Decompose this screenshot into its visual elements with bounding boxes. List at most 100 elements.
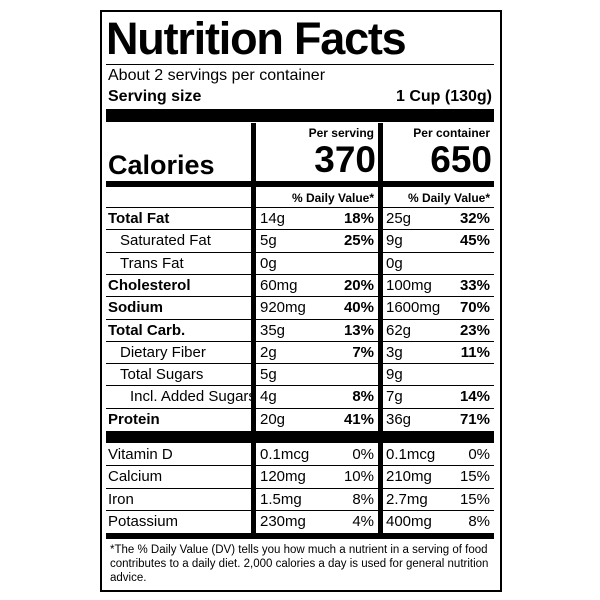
- amount: 0g: [386, 254, 403, 272]
- nutrient-name: Total Carb.: [108, 321, 186, 339]
- serving-size-value: 1 Cup (130g): [395, 88, 492, 105]
- rule: [106, 509, 494, 511]
- nutrient-name: Dietary Fiber: [120, 343, 206, 361]
- rule: [106, 385, 494, 387]
- amount: 400mg: [386, 512, 432, 530]
- daily-value: 18%: [343, 210, 374, 227]
- footnote: *The % Daily Value (DV) tells you how mu…: [110, 544, 489, 584]
- rule: [106, 340, 494, 342]
- daily-value: 32%: [459, 210, 490, 227]
- daily-value: 8%: [468, 512, 490, 530]
- amount: 120mg: [260, 468, 306, 486]
- daily-value: 0%: [468, 446, 490, 463]
- label-border: [100, 10, 502, 592]
- rule: [106, 273, 494, 275]
- daily-value: 4%: [352, 512, 374, 530]
- amount: 3g: [386, 343, 403, 361]
- amount: 230mg: [260, 512, 306, 530]
- amount: 9g: [386, 232, 403, 250]
- rule: [106, 229, 494, 231]
- medium-rule: [106, 181, 494, 187]
- nutrient-name: Trans Fat: [120, 254, 184, 272]
- nutrient-name: Calcium: [108, 468, 163, 486]
- rule: [106, 318, 494, 320]
- daily-value: 15%: [459, 468, 490, 486]
- column-header: Per container: [413, 126, 490, 140]
- daily-value: 8%: [352, 490, 374, 508]
- daily-value: 0%: [352, 446, 374, 463]
- daily-value: 15%: [459, 490, 490, 508]
- rule: [106, 465, 494, 467]
- daily-value: 13%: [343, 321, 374, 339]
- column-divider: [378, 123, 383, 533]
- amount: 2g: [260, 343, 277, 361]
- rule: [106, 296, 494, 298]
- serving-size-label: Serving size: [108, 88, 202, 105]
- nutrient-name: Iron: [108, 490, 134, 508]
- amount: 0.1mcg: [260, 446, 310, 463]
- amount: 25g: [386, 210, 412, 227]
- rule: [106, 207, 494, 208]
- amount: 1.5mg: [260, 490, 302, 508]
- daily-value: 40%: [343, 299, 374, 317]
- amount: 35g: [260, 321, 286, 339]
- thick-rule: [106, 431, 494, 443]
- rule: [106, 407, 494, 409]
- nutrient-name: Protein: [108, 410, 160, 428]
- amount: 210mg: [386, 468, 432, 486]
- nutrient-name: Potassium: [108, 512, 179, 530]
- daily-value: 20%: [343, 276, 374, 294]
- medium-rule: [106, 533, 494, 539]
- daily-value: 10%: [343, 468, 374, 486]
- amount: 14g: [260, 210, 286, 227]
- daily-value: 14%: [459, 388, 490, 406]
- nutrient-name: Total Sugars: [120, 366, 204, 384]
- amount: 5g: [260, 232, 277, 250]
- title: Nutrition Facts: [106, 13, 407, 64]
- nutrient-name: Cholesterol: [108, 276, 191, 294]
- amount: 1600mg: [386, 299, 441, 317]
- nutrient-name: Vitamin D: [108, 446, 173, 463]
- daily-value: 8%: [352, 388, 374, 406]
- dv-header: % Daily Value*: [291, 191, 374, 205]
- amount: 920mg: [260, 299, 306, 317]
- daily-value: 70%: [459, 299, 490, 317]
- daily-value: 41%: [343, 410, 374, 428]
- amount: 7g: [386, 388, 403, 406]
- calories-value: 370: [314, 139, 376, 180]
- amount: 60mg: [260, 276, 298, 294]
- column-header: Per serving: [308, 126, 374, 140]
- amount: 9g: [386, 366, 403, 384]
- daily-value: 23%: [459, 321, 490, 339]
- column-divider: [251, 123, 256, 533]
- daily-value: 33%: [459, 276, 490, 294]
- daily-value: 11%: [460, 343, 490, 361]
- servings: About 2 servings per container: [108, 67, 326, 84]
- amount: 0.1mcg: [386, 446, 436, 463]
- amount: 0g: [260, 254, 277, 272]
- nutrient-name: Sodium: [108, 299, 163, 317]
- daily-value: 45%: [459, 232, 490, 250]
- calories-label: Calories: [108, 150, 215, 180]
- amount: 2.7mg: [386, 490, 428, 508]
- amount: 4g: [260, 388, 277, 406]
- dv-header: % Daily Value*: [407, 191, 490, 205]
- daily-value: 25%: [343, 232, 374, 250]
- amount: 20g: [260, 410, 286, 428]
- nutrient-name: Incl. Added Sugars: [130, 388, 256, 406]
- rule: [106, 64, 494, 65]
- rule: [106, 251, 494, 253]
- rule: [106, 363, 494, 365]
- amount: 62g: [386, 321, 412, 339]
- amount: 100mg: [386, 276, 432, 294]
- amount: 36g: [386, 410, 412, 428]
- daily-value: 71%: [459, 410, 490, 428]
- daily-value: 7%: [352, 343, 374, 361]
- amount: 5g: [260, 366, 277, 384]
- rule: [106, 487, 494, 489]
- nutrient-name: Saturated Fat: [120, 232, 211, 250]
- calories-value: 650: [430, 139, 492, 180]
- nutrient-name: Total Fat: [108, 210, 170, 227]
- thick-rule: [106, 109, 494, 122]
